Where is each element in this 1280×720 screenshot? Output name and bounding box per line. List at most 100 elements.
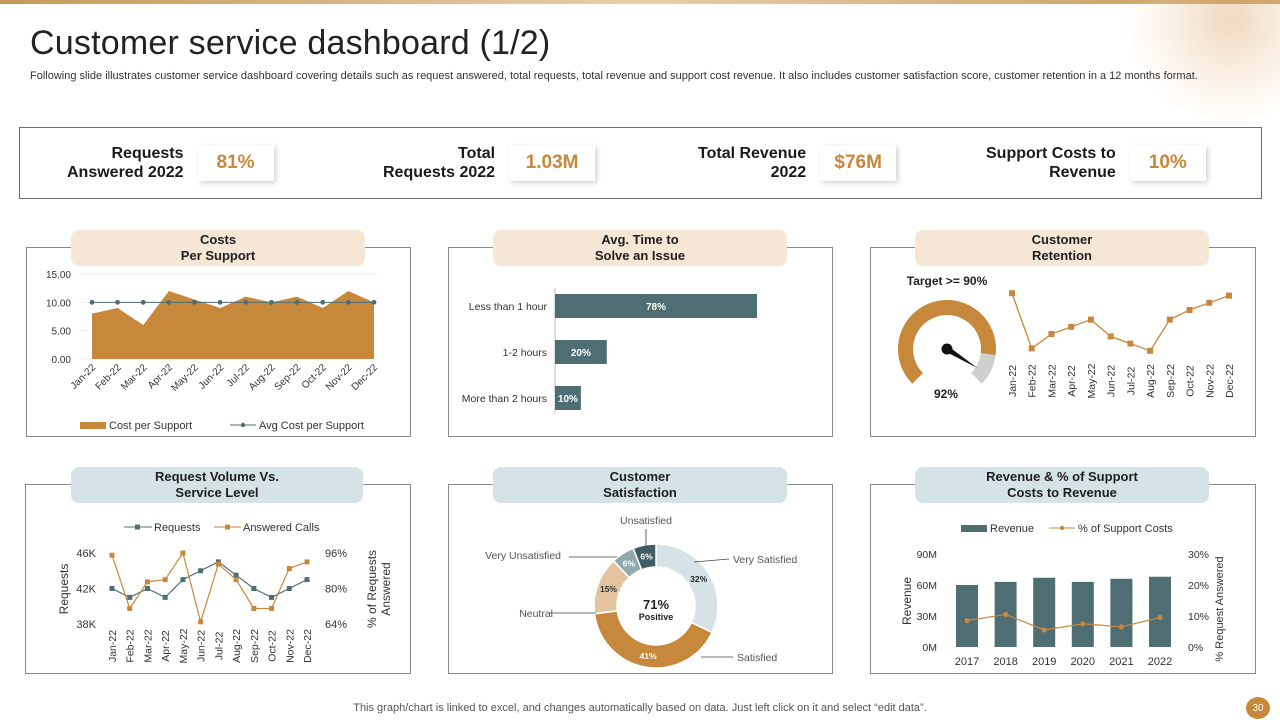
- requests-point: [251, 586, 257, 591]
- x-tick-label: Oct-22: [1185, 365, 1197, 397]
- x-tick-label: Mar-22: [1046, 364, 1058, 397]
- time-bar: [555, 386, 581, 410]
- avg-cost-point: [217, 299, 223, 305]
- legend-swatch-cost-per-support: [80, 422, 106, 429]
- x-tick-label: 2017: [955, 656, 979, 668]
- footer-note: This graph/chart is linked to excel, and…: [353, 702, 927, 714]
- answered-calls-point: [251, 605, 257, 611]
- callout-label: Neutral: [519, 608, 553, 620]
- revenue-bar: [1110, 578, 1133, 647]
- costs-per-support-title: Costs Per Support: [71, 230, 365, 266]
- legend-marker-support-costs: [1059, 525, 1065, 531]
- title-line1: Customer: [609, 469, 671, 484]
- x-tick-label: 2022: [1148, 656, 1172, 668]
- avg-cost-point: [166, 299, 172, 305]
- answered-calls-point: [269, 605, 275, 611]
- retention-point: [1127, 340, 1134, 347]
- retention-point: [1206, 299, 1213, 306]
- retention-point: [1147, 347, 1154, 354]
- support-costs-point: [1003, 611, 1009, 618]
- answered-calls-point: [109, 552, 115, 558]
- answered-calls-point: [198, 619, 204, 625]
- kpi-label: Total Requests 2022: [383, 144, 495, 182]
- title-line2: Service Level: [175, 485, 259, 500]
- donut-slice: [593, 610, 714, 669]
- x-tick-label: Jan-22: [1007, 365, 1019, 397]
- x-tick-label: Aug-22: [247, 362, 278, 393]
- kpi-value: 1.03M: [509, 145, 596, 181]
- donut-center-value: 71%: [643, 597, 669, 612]
- gauge-target-label: Target >= 90%: [907, 274, 988, 288]
- y-left-tick-label: 30M: [917, 611, 937, 623]
- donut-slice-label: 32%: [690, 574, 707, 584]
- answered-calls-point: [127, 605, 133, 611]
- x-tick-label: Dec-22: [350, 362, 381, 393]
- callout-label: Very Unsatisfied: [485, 550, 561, 562]
- revenue-title: Revenue & % of Support Costs to Revenue: [915, 467, 1209, 503]
- y-left-tick-label: 90M: [917, 549, 937, 561]
- x-tick-label: Jul-22: [213, 632, 225, 661]
- avg-cost-point: [140, 299, 146, 305]
- x-tick-label: May-22: [178, 628, 190, 663]
- page-number: 30: [1246, 697, 1270, 719]
- avg-cost-point: [371, 299, 377, 305]
- x-tick-label: Jan-22: [69, 362, 99, 392]
- kpi-total-requests: Total Requests 2022 1.03M: [383, 128, 596, 198]
- support-costs-point: [1041, 627, 1047, 633]
- x-tick-label: Sep-22: [1165, 364, 1177, 398]
- gauge-hub: [941, 343, 953, 355]
- y-left-tick-label: 60M: [917, 580, 937, 592]
- y-left-tick-label: 42K: [76, 584, 96, 596]
- callout-line: [693, 558, 730, 563]
- x-tick-label: 2018: [993, 656, 1017, 668]
- customer-retention-chart: Target >= 90% 92% Jan-22 Feb-22 Mar-22 Apr-…: [898, 274, 1236, 401]
- bar-value-label: 10%: [558, 394, 578, 405]
- kpi-label-line2: 2022: [770, 164, 807, 181]
- bar-value-label: 20%: [571, 348, 591, 359]
- revenue-panel: Revenue % of Support Costs 90M 60M 30M 0M 3…: [870, 484, 1256, 674]
- x-tick-label: Feb-22: [125, 629, 137, 662]
- kpi-value: 10%: [1129, 145, 1206, 181]
- avg-time-chart: Less than 1 hour 78% 1-2 hours 20% More than…: [462, 288, 757, 413]
- donut-center-label: Positive: [639, 612, 674, 622]
- page-subtitle: Following slide illustrates customer ser…: [30, 70, 1198, 82]
- y-left-tick-label: 0M: [922, 642, 937, 654]
- x-tick-label: Aug-22: [231, 629, 243, 663]
- kpi-label-line1: Total: [458, 145, 496, 162]
- x-tick-label: May-22: [1086, 363, 1098, 398]
- y-axis-left-label: Requests: [57, 564, 71, 615]
- legend-label-revenue: Revenue: [990, 523, 1034, 535]
- support-costs-point: [1157, 614, 1163, 621]
- kpi-label-line1: Requests: [111, 145, 184, 162]
- customer-satisfaction-title: Customer Satisfaction: [493, 467, 787, 503]
- x-tick-label: Aug-22: [1145, 364, 1157, 398]
- time-bar: [555, 340, 607, 364]
- kpi-label: Total Revenue 2022: [698, 144, 806, 182]
- legend-label-answered-calls: Answered Calls: [243, 522, 320, 534]
- answered-calls-point: [162, 577, 168, 583]
- cost-per-support-area: [92, 291, 374, 359]
- gauge-remaining-arc: [971, 353, 996, 384]
- y-axis-right-label-line1: % of Requests: [365, 550, 379, 628]
- costs-per-support-panel: 15.00 10.00 5.00 0.00 Jan-22 Feb-22 Mar-22 Apr…: [26, 247, 411, 437]
- answered-calls-point: [144, 579, 150, 585]
- decorative-corner-glow: [1120, 0, 1280, 120]
- support-costs-line: [966, 613, 1161, 631]
- title-line2: Costs to Revenue: [1007, 485, 1117, 500]
- y-right-tick-label: 30%: [1188, 549, 1209, 561]
- avg-time-title: Avg. Time to Solve an Issue: [493, 230, 787, 266]
- avg-cost-point: [192, 299, 197, 305]
- x-tick-label: Feb-22: [94, 362, 124, 392]
- y-right-tick-label: 10%: [1188, 611, 1209, 623]
- title-line1: Avg. Time to: [601, 232, 679, 247]
- retention-point: [1226, 292, 1232, 299]
- customer-retention-title: Customer Retention: [915, 230, 1209, 266]
- title-line2: Per Support: [180, 248, 256, 263]
- kpi-label-line2: Revenue: [1049, 164, 1116, 181]
- legend-swatch-revenue: [961, 525, 987, 532]
- x-tick-label: 2019: [1032, 656, 1056, 668]
- title-line1: Revenue & % of Support: [986, 469, 1138, 484]
- revenue-bar: [956, 585, 978, 647]
- requests-point: [180, 577, 186, 583]
